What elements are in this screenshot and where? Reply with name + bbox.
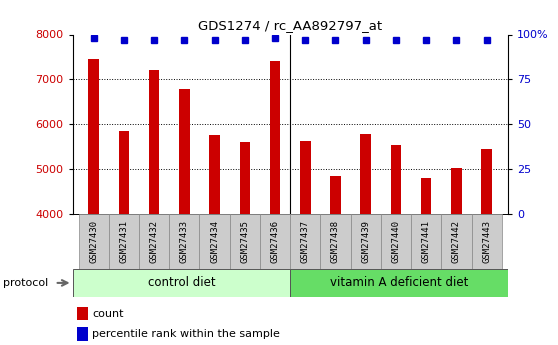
Text: GSM27432: GSM27432 — [150, 220, 158, 263]
Text: GSM27438: GSM27438 — [331, 220, 340, 263]
Text: control diet: control diet — [147, 276, 215, 289]
Bar — [290, 214, 320, 269]
Text: protocol: protocol — [3, 278, 48, 288]
Text: GSM27434: GSM27434 — [210, 220, 219, 263]
Text: GSM27430: GSM27430 — [89, 220, 98, 263]
Bar — [209, 136, 220, 345]
Text: GSM27440: GSM27440 — [392, 220, 401, 263]
Bar — [239, 142, 250, 345]
Bar — [260, 214, 290, 269]
Bar — [441, 214, 472, 269]
Bar — [350, 214, 381, 269]
Bar — [270, 60, 280, 345]
Text: GSM27437: GSM27437 — [301, 220, 310, 263]
Text: percentile rank within the sample: percentile rank within the sample — [92, 329, 280, 339]
Bar — [119, 131, 129, 345]
Bar — [320, 214, 350, 269]
Text: count: count — [92, 309, 124, 318]
Text: GSM27442: GSM27442 — [452, 220, 461, 263]
Text: GSM27436: GSM27436 — [271, 220, 280, 263]
Bar — [230, 214, 260, 269]
Bar — [472, 214, 502, 269]
Bar — [77, 327, 88, 341]
Bar — [139, 214, 169, 269]
Bar — [421, 178, 431, 345]
Title: GDS1274 / rc_AA892797_at: GDS1274 / rc_AA892797_at — [198, 19, 382, 32]
Text: GSM27439: GSM27439 — [361, 220, 370, 263]
Bar — [73, 269, 290, 297]
Bar — [200, 214, 230, 269]
Text: GSM27441: GSM27441 — [422, 220, 431, 263]
Bar — [79, 214, 109, 269]
Text: GSM27443: GSM27443 — [482, 220, 491, 263]
Bar — [290, 269, 508, 297]
Text: GSM27433: GSM27433 — [180, 220, 189, 263]
Bar — [360, 134, 371, 345]
Bar — [179, 89, 190, 345]
Text: GSM27431: GSM27431 — [119, 220, 128, 263]
Bar — [77, 307, 88, 320]
Bar — [451, 168, 461, 345]
Bar — [391, 145, 401, 345]
Bar — [109, 214, 139, 269]
Bar — [381, 214, 411, 269]
Bar — [482, 149, 492, 345]
Bar — [88, 59, 99, 345]
Bar — [300, 141, 311, 345]
Bar — [149, 70, 160, 345]
Text: vitamin A deficient diet: vitamin A deficient diet — [330, 276, 468, 289]
Bar — [411, 214, 441, 269]
Bar — [169, 214, 200, 269]
Text: GSM27435: GSM27435 — [240, 220, 249, 263]
Bar — [330, 176, 341, 345]
